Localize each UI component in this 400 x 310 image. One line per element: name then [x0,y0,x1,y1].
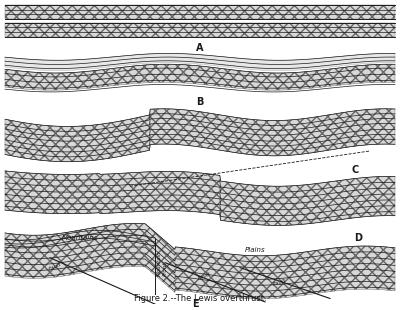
Text: E: E [192,299,198,309]
Text: Mountain
Front: Mountain Front [157,250,168,276]
Text: Mountains: Mountains [62,235,98,241]
Polygon shape [5,23,395,37]
Text: C: C [351,165,359,175]
Text: Fault: Fault [198,272,212,281]
Polygon shape [5,109,395,162]
Polygon shape [5,171,395,225]
Polygon shape [5,238,155,258]
Text: A: A [196,43,204,53]
Polygon shape [5,224,395,299]
Text: B: B [196,97,204,107]
Text: Fault: Fault [48,261,62,272]
Text: Plains: Plains [245,247,265,253]
Polygon shape [5,64,395,90]
Polygon shape [5,53,395,71]
Text: D: D [354,233,362,243]
Text: Fault: Fault [273,278,287,287]
Text: Figure 2.--The Lewis overthrust.: Figure 2.--The Lewis overthrust. [134,294,266,303]
Polygon shape [5,5,395,19]
